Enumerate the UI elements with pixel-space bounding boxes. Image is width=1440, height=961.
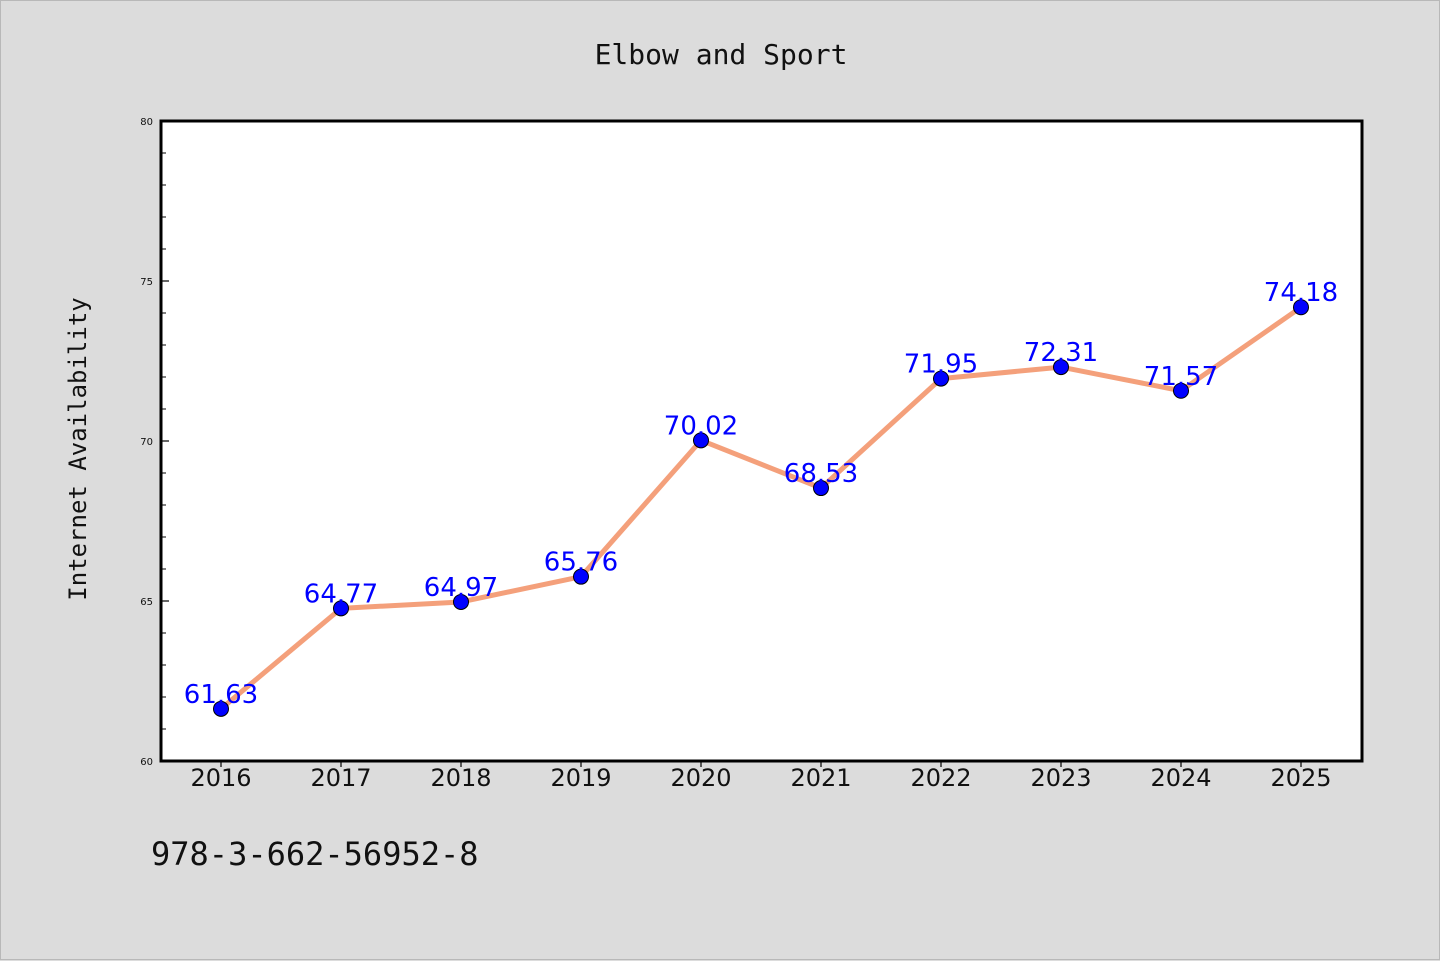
data-point [1293, 299, 1309, 316]
data-label: 71.57 [1144, 362, 1218, 392]
data-point [573, 568, 589, 585]
data-label: 64.77 [304, 579, 378, 609]
data-point [333, 600, 349, 617]
x-tick-label: 2023 [1030, 764, 1091, 792]
data-point [1173, 382, 1189, 399]
data-label: 70.02 [664, 411, 738, 441]
data-label-layer: 61.63 64.77 64.97 65.76 70.02 68.53 71.95 72.31… [184, 278, 1338, 710]
data-point [813, 480, 829, 497]
data-point [453, 593, 469, 610]
y-tick-label: 80 [140, 117, 153, 128]
y-tick-label: 70 [140, 437, 153, 448]
data-point [693, 432, 709, 449]
x-tick-label: 2017 [310, 764, 371, 792]
data-label: 72.31 [1024, 338, 1098, 368]
x-tick-label: 2019 [550, 764, 611, 792]
x-tick-label: 2016 [190, 764, 251, 792]
x-tick-label: 2021 [790, 764, 851, 792]
series-line [218, 304, 1304, 712]
data-point [1053, 359, 1069, 376]
x-tick-label: 2020 [670, 764, 731, 792]
x-axis: 2016 2017 2018 2019 2020 2021 2022 2023 2024 2025 [190, 761, 1332, 792]
x-tick-label: 2025 [1270, 764, 1331, 792]
data-label: 71.95 [904, 350, 978, 380]
chart-title: Elbow and Sport [595, 38, 848, 71]
plot-frame [159, 119, 1364, 763]
data-point [933, 370, 949, 387]
series-layer [213, 299, 1309, 717]
x-tick-label: 2022 [910, 764, 971, 792]
data-label: 61.63 [184, 680, 258, 710]
y-tick-label: 60 [140, 757, 153, 768]
x-tick-label: 2018 [430, 764, 491, 792]
plot-area [161, 121, 1362, 761]
data-label: 65.76 [544, 548, 618, 578]
data-point [213, 700, 229, 717]
x-tick-label: 2024 [1150, 764, 1211, 792]
y-tick-label: 75 [140, 277, 153, 288]
data-label: 68.53 [784, 459, 858, 489]
data-label: 64.97 [424, 573, 498, 603]
y-tick-label: 65 [140, 597, 153, 608]
y-axis-title: Internet Availability [64, 297, 92, 600]
footer-code: 978-3-662-56952-8 [151, 835, 479, 873]
data-label: 74.18 [1264, 278, 1338, 308]
